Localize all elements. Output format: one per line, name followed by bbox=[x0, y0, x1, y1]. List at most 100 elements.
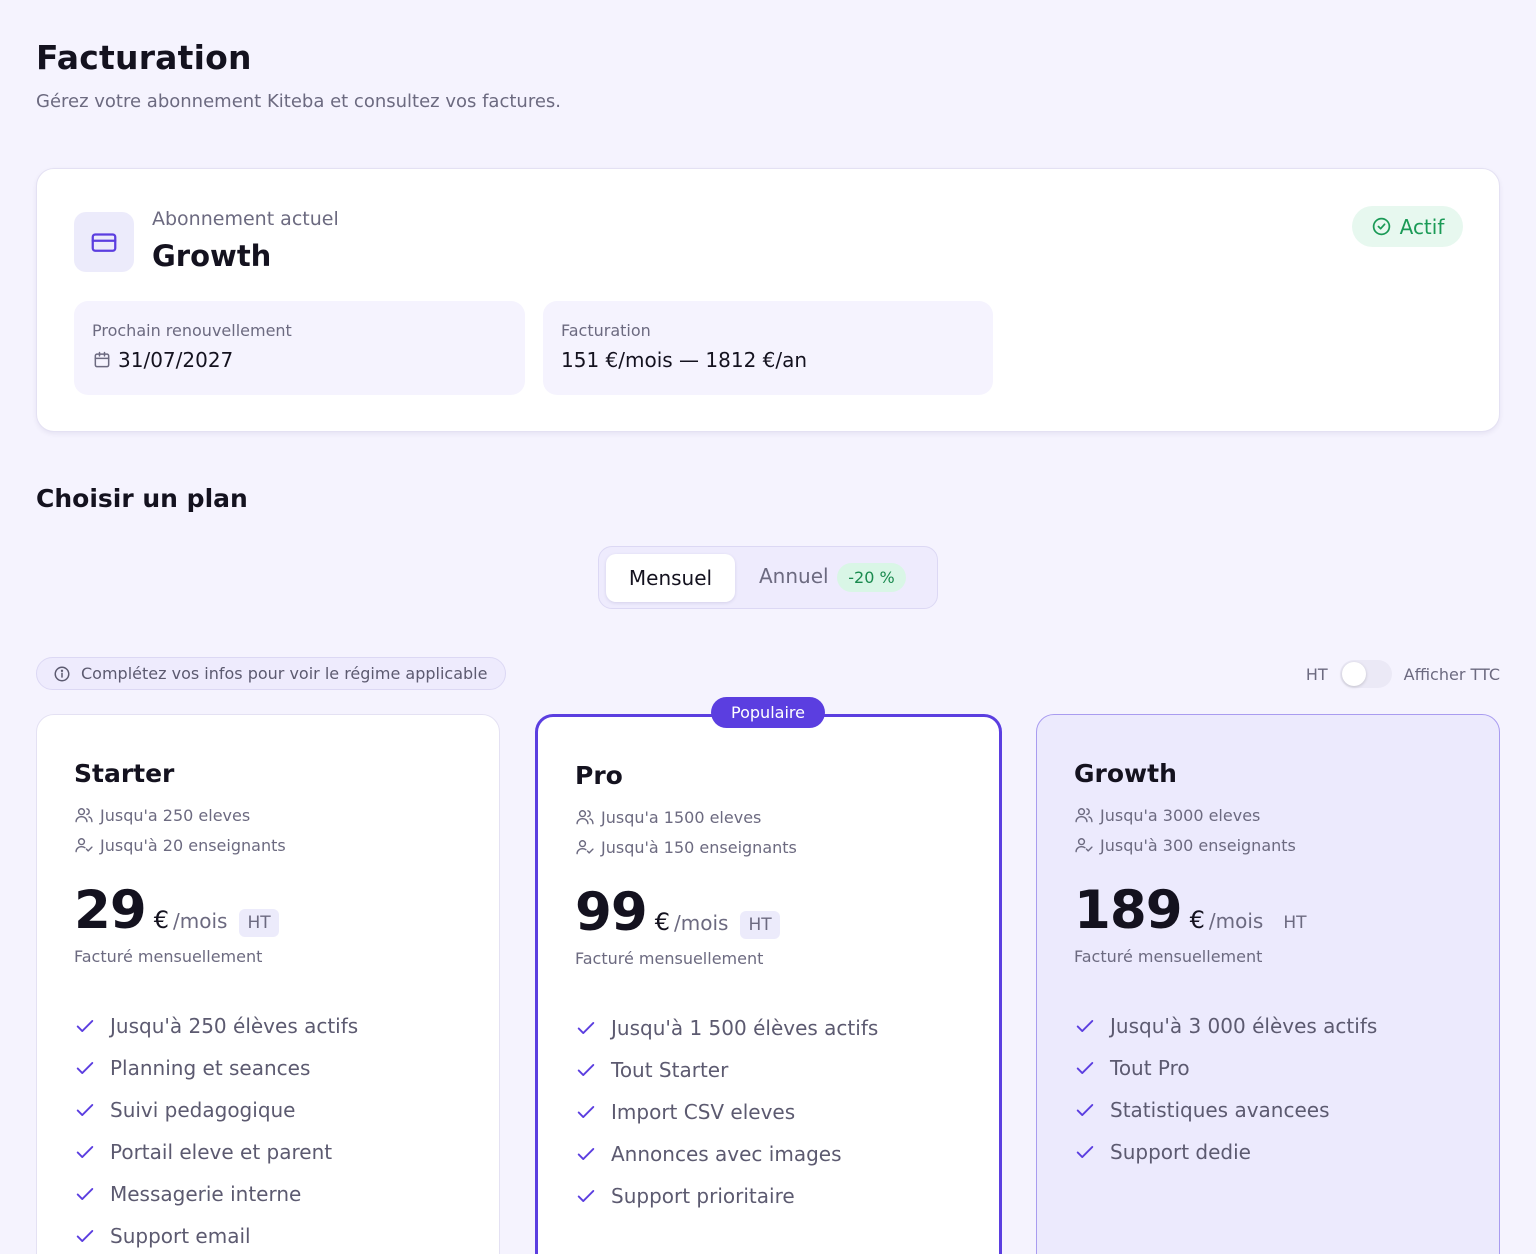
billing-period-toggle: Mensuel Annuel -20 % bbox=[598, 546, 938, 609]
price-tax-badge: HT bbox=[1283, 913, 1307, 933]
price-currency: € bbox=[1189, 906, 1205, 934]
feature-text: Tout Pro bbox=[1110, 1056, 1190, 1080]
feature-item: Jusqu'à 250 élèves actifs bbox=[74, 1005, 358, 1047]
renewal-box: Prochain renouvellement 31/07/2027 bbox=[74, 301, 525, 395]
feature-item: Annonces avec images bbox=[575, 1133, 878, 1175]
feature-text: Annonces avec images bbox=[611, 1142, 842, 1166]
feature-item: Planning et seances bbox=[74, 1047, 358, 1089]
price-currency: € bbox=[153, 906, 170, 934]
feature-item: Import CSV eleves bbox=[575, 1091, 878, 1133]
price-currency: € bbox=[654, 908, 671, 936]
billing-frequency: Facturé mensuellement bbox=[74, 947, 263, 966]
plan-card-starter[interactable]: Starter Jusqu'a 250 eleves Jusqu'à 20 en… bbox=[36, 714, 500, 1254]
feature-text: Jusqu'à 3 000 élèves actifs bbox=[1110, 1014, 1378, 1038]
plan-price: 99 € /mois HT bbox=[575, 882, 780, 943]
status-text: Actif bbox=[1399, 214, 1445, 239]
subscription-label: Abonnement actuel bbox=[152, 208, 339, 230]
renewal-label: Prochain renouvellement bbox=[92, 321, 292, 340]
plan-name: Starter bbox=[74, 759, 175, 788]
plans-section-title: Choisir un plan bbox=[36, 484, 248, 513]
subscription-plan-name: Growth bbox=[152, 239, 272, 273]
plan-students-limit: Jusqu'a 3000 eleves bbox=[1074, 805, 1260, 825]
price-amount: 189 bbox=[1074, 880, 1183, 941]
ttc-toggle-group: HT Afficher TTC bbox=[1306, 659, 1500, 689]
status-badge: Actif bbox=[1352, 206, 1463, 247]
tax-regime-notice: Complétez vos infos pour voir le régime … bbox=[36, 657, 506, 690]
calendar-icon bbox=[94, 351, 110, 368]
feature-text: Jusqu'à 250 élèves actifs bbox=[110, 1014, 359, 1038]
feature-text: Messagerie interne bbox=[110, 1182, 302, 1206]
users-icon bbox=[576, 810, 594, 825]
yearly-discount-badge: -20 % bbox=[837, 563, 906, 592]
plan-price: 189 € /mois HT bbox=[1074, 880, 1315, 941]
ttc-label: Afficher TTC bbox=[1403, 664, 1500, 684]
feature-item: Jusqu'à 3 000 élèves actifs bbox=[1074, 1005, 1377, 1047]
check-circle-icon bbox=[1372, 217, 1390, 236]
feature-text: Jusqu'à 1 500 élèves actifs bbox=[611, 1016, 879, 1040]
price-amount: 29 bbox=[74, 880, 147, 941]
feature-item: Tout Pro bbox=[1074, 1047, 1377, 1089]
billing-label: Facturation bbox=[561, 321, 651, 340]
billing-box: Facturation 151 €/mois — 1812 €/an bbox=[543, 301, 993, 395]
plan-price: 29 € /mois HT bbox=[74, 880, 279, 941]
ht-label: HT bbox=[1305, 664, 1328, 684]
teachers-text: Jusqu'à 300 enseignants bbox=[1100, 835, 1296, 855]
check-icon bbox=[76, 1146, 94, 1158]
plan-students-limit: Jusqu'a 250 eleves bbox=[74, 805, 250, 825]
feature-item: Statistiques avancees bbox=[1074, 1089, 1377, 1131]
feature-item: Jusqu'à 1 500 élèves actifs bbox=[575, 1007, 878, 1049]
info-icon bbox=[54, 666, 70, 681]
feature-item: Portail eleve et parent bbox=[74, 1131, 358, 1173]
price-period: /mois bbox=[173, 909, 228, 933]
feature-item: Suivi pedagogique bbox=[74, 1089, 358, 1131]
check-icon bbox=[577, 1190, 595, 1202]
plan-teachers-limit: Jusqu'à 150 enseignants bbox=[575, 837, 797, 857]
ttc-switch[interactable] bbox=[1339, 660, 1392, 688]
monthly-option[interactable]: Mensuel bbox=[606, 554, 735, 602]
user-check-icon bbox=[576, 840, 594, 855]
feature-item: Support dedie bbox=[1074, 1131, 1377, 1173]
feature-item: Tout Starter bbox=[575, 1049, 878, 1091]
feature-item: Support email bbox=[74, 1215, 358, 1254]
plan-card-pro[interactable]: Pro Jusqu'a 1500 eleves Jusqu'à 150 ense… bbox=[535, 714, 1002, 1254]
check-icon bbox=[76, 1020, 94, 1032]
switch-knob bbox=[1341, 662, 1366, 686]
plan-card-growth[interactable]: Growth Jusqu'a 3000 eleves Jusqu'à 300 e… bbox=[1036, 714, 1500, 1254]
feature-item: Support prioritaire bbox=[575, 1175, 878, 1217]
price-period: /mois bbox=[1208, 909, 1264, 933]
feature-text: Support email bbox=[110, 1224, 251, 1248]
check-icon bbox=[1076, 1146, 1094, 1158]
check-icon bbox=[76, 1104, 94, 1116]
check-icon bbox=[577, 1148, 595, 1160]
credit-card-icon bbox=[74, 212, 134, 272]
feature-text: Support prioritaire bbox=[611, 1184, 795, 1208]
teachers-text: Jusqu'à 20 enseignants bbox=[100, 835, 286, 855]
plan-teachers-limit: Jusqu'à 20 enseignants bbox=[74, 835, 286, 855]
check-icon bbox=[76, 1230, 94, 1242]
feature-text: Import CSV eleves bbox=[611, 1100, 796, 1124]
plan-name: Pro bbox=[575, 761, 623, 790]
check-icon bbox=[1076, 1020, 1094, 1032]
feature-list: Jusqu'à 3 000 élèves actifs Tout Pro Sta… bbox=[1074, 1005, 1377, 1173]
page-subtitle: Gérez votre abonnement Kiteba et consult… bbox=[36, 91, 561, 112]
check-icon bbox=[577, 1106, 595, 1118]
plan-students-limit: Jusqu'a 1500 eleves bbox=[575, 807, 761, 827]
feature-item: Messagerie interne bbox=[74, 1173, 358, 1215]
check-icon bbox=[1076, 1062, 1094, 1074]
users-icon bbox=[75, 808, 93, 823]
current-subscription-card: Abonnement actuel Growth Actif Prochain … bbox=[36, 168, 1500, 432]
notice-text: Complétez vos infos pour voir le régime … bbox=[81, 664, 488, 683]
feature-list: Jusqu'à 250 élèves actifs Planning et se… bbox=[74, 1005, 358, 1254]
check-icon bbox=[577, 1022, 595, 1034]
price-amount: 99 bbox=[575, 882, 648, 943]
feature-list: Jusqu'à 1 500 élèves actifs Tout Starter… bbox=[575, 1007, 878, 1217]
plan-name: Growth bbox=[1074, 759, 1177, 788]
check-icon bbox=[577, 1064, 595, 1076]
user-check-icon bbox=[75, 838, 93, 853]
billing-value: 151 €/mois — 1812 €/an bbox=[561, 348, 808, 372]
billing-frequency: Facturé mensuellement bbox=[1074, 947, 1263, 966]
feature-text: Planning et seances bbox=[110, 1056, 311, 1080]
yearly-option[interactable]: Annuel bbox=[759, 564, 829, 588]
feature-text: Suivi pedagogique bbox=[110, 1098, 296, 1122]
